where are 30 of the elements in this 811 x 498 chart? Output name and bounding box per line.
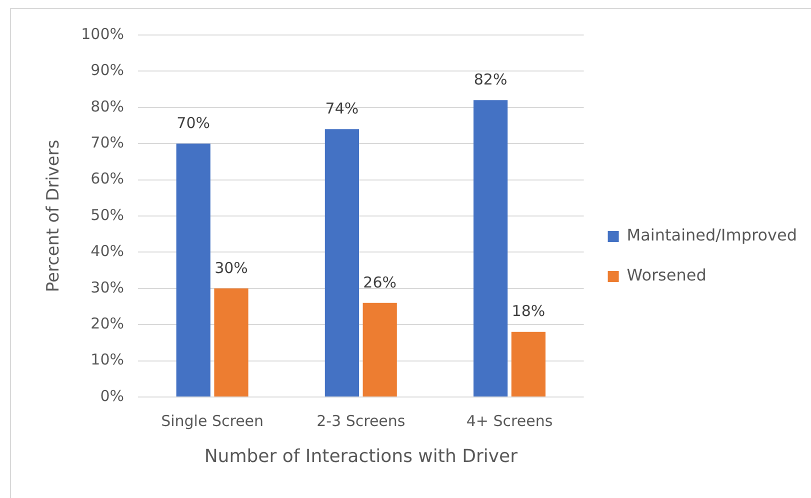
data-label: 74%	[325, 100, 359, 118]
y-tick-label: 90%	[90, 61, 124, 80]
y-tick-label: 40%	[90, 242, 124, 260]
data-label: 18%	[512, 302, 546, 320]
legend-label: Maintained/Improved	[626, 226, 798, 245]
bar	[511, 332, 546, 396]
bar	[176, 144, 210, 396]
y-tick-label: 30%	[90, 278, 124, 296]
data-label: 26%	[363, 273, 397, 292]
y-tick-label: 20%	[90, 314, 124, 332]
bar	[324, 129, 360, 396]
x-tick-label: 2-3 Screens	[316, 412, 406, 430]
bar	[474, 100, 508, 396]
y-tick-label: 10%	[90, 350, 124, 369]
data-label: 70%	[176, 114, 210, 132]
y-tick-label: 70%	[90, 133, 124, 152]
bar	[362, 302, 397, 396]
y-tick-label: 50%	[90, 206, 124, 224]
data-label: 82%	[474, 70, 508, 89]
data-label: 30%	[214, 258, 248, 277]
y-tick-label: 100%	[81, 24, 124, 43]
y-tick-label: 0%	[100, 386, 124, 405]
x-tick-label: 4+ Screens	[466, 412, 553, 430]
x-tick-label: Single Screen	[161, 412, 264, 430]
y-tick-label: 60%	[90, 170, 124, 188]
bar	[214, 288, 248, 396]
x-axis-title: Number of Interactions with Driver	[204, 446, 518, 467]
legend-label: Worsened	[626, 266, 706, 285]
y-axis-title: Percent of Drivers	[44, 140, 64, 292]
y-tick-label: 80%	[90, 97, 124, 116]
